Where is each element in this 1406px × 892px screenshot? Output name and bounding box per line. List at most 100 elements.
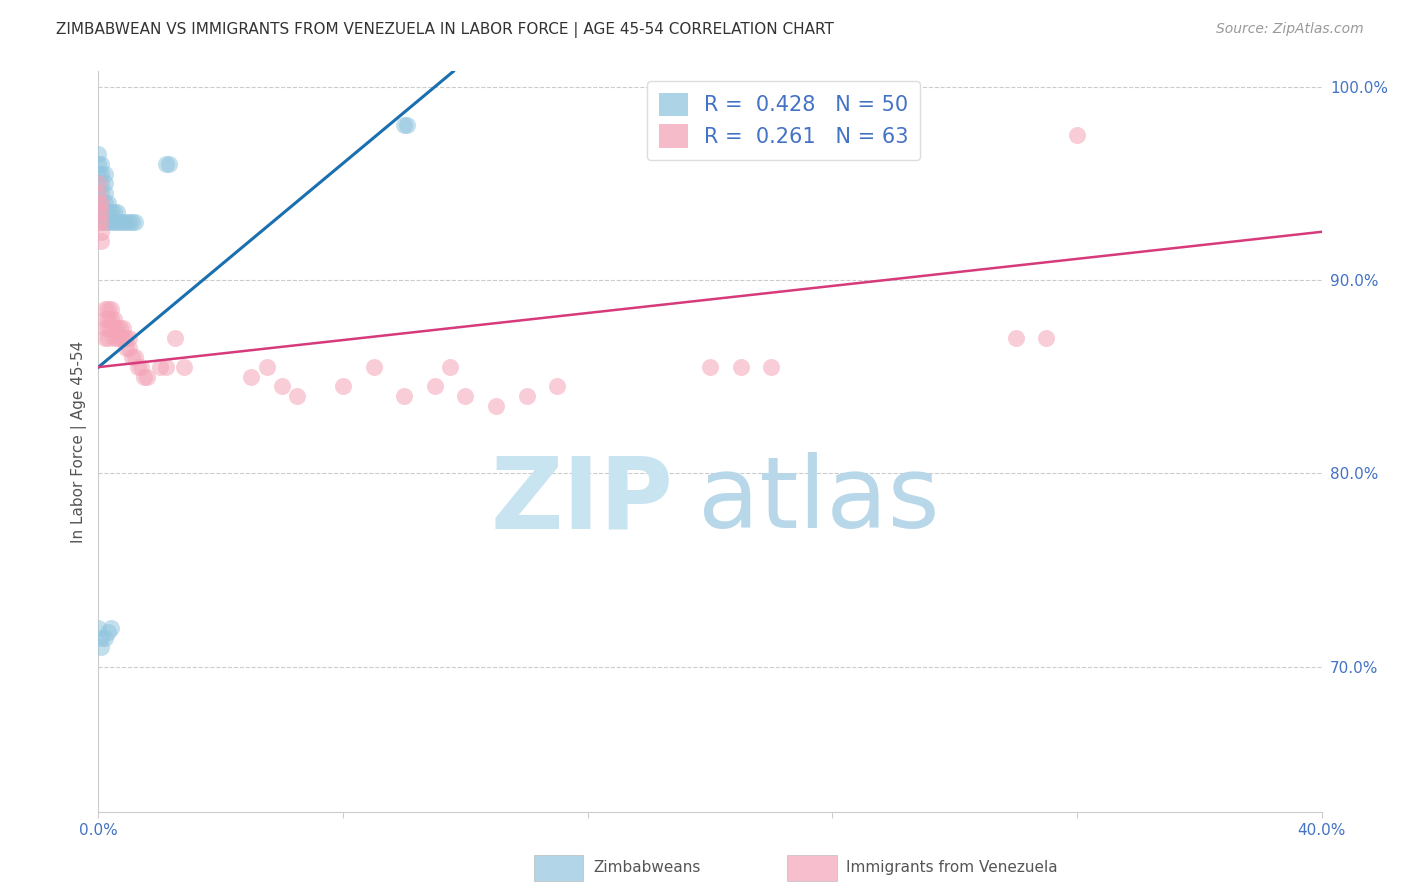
Point — [103, 311, 125, 326]
Point — [118, 215, 141, 229]
Point — [87, 195, 110, 210]
Point — [93, 215, 115, 229]
Point — [485, 399, 508, 413]
Point — [87, 205, 110, 219]
Point — [392, 389, 416, 403]
Point — [516, 389, 538, 403]
Point — [155, 157, 177, 171]
Legend: R =  0.428   N = 50, R =  0.261   N = 63: R = 0.428 N = 50, R = 0.261 N = 63 — [647, 81, 920, 160]
Point — [100, 311, 122, 326]
Point — [118, 341, 141, 355]
Point — [423, 379, 446, 393]
Point — [97, 624, 120, 639]
Point — [87, 205, 110, 219]
Point — [270, 379, 292, 393]
Y-axis label: In Labor Force | Age 45-54: In Labor Force | Age 45-54 — [72, 341, 87, 542]
Point — [87, 177, 110, 191]
Point — [759, 128, 782, 143]
Point — [100, 215, 122, 229]
Point — [93, 186, 115, 201]
Point — [90, 205, 112, 219]
Point — [90, 205, 112, 219]
Point — [121, 351, 143, 365]
Point — [87, 621, 110, 635]
Point — [105, 331, 128, 345]
Point — [157, 157, 180, 171]
Point — [100, 321, 122, 335]
Point — [396, 119, 419, 133]
Point — [93, 631, 115, 645]
Point — [97, 195, 120, 210]
Point — [93, 205, 115, 219]
Point — [97, 302, 120, 317]
Point — [93, 195, 115, 210]
Point — [121, 215, 143, 229]
Point — [129, 360, 152, 375]
Point — [108, 331, 131, 345]
Point — [124, 351, 146, 365]
Point — [285, 389, 308, 403]
Point — [1066, 128, 1088, 143]
Point — [87, 157, 110, 171]
Point — [105, 205, 128, 219]
Text: ZIMBABWEAN VS IMMIGRANTS FROM VENEZUELA IN LABOR FORCE | AGE 45-54 CORRELATION C: ZIMBABWEAN VS IMMIGRANTS FROM VENEZUELA … — [56, 22, 834, 38]
Point — [90, 195, 112, 210]
Point — [155, 360, 177, 375]
Point — [759, 360, 782, 375]
Point — [173, 360, 195, 375]
Point — [108, 321, 131, 335]
Text: atlas: atlas — [697, 452, 939, 549]
Point — [93, 167, 115, 181]
Point — [93, 331, 115, 345]
Point — [100, 302, 122, 317]
Point — [97, 205, 120, 219]
Point — [87, 215, 110, 229]
Point — [439, 360, 461, 375]
Point — [87, 186, 110, 201]
Point — [136, 369, 159, 384]
Point — [763, 128, 786, 143]
Point — [546, 379, 568, 393]
Point — [103, 331, 125, 345]
Point — [87, 186, 110, 201]
Point — [87, 177, 110, 191]
Point — [111, 331, 134, 345]
Point — [730, 360, 752, 375]
Point — [111, 321, 134, 335]
Text: ZIP: ZIP — [491, 452, 673, 549]
Point — [392, 119, 416, 133]
Point — [108, 215, 131, 229]
Text: Source: ZipAtlas.com: Source: ZipAtlas.com — [1216, 22, 1364, 37]
Point — [90, 225, 112, 239]
Point — [115, 331, 138, 345]
Point — [93, 321, 115, 335]
Point — [90, 235, 112, 249]
Point — [332, 379, 354, 393]
Text: Immigrants from Venezuela: Immigrants from Venezuela — [846, 861, 1059, 875]
Point — [163, 331, 186, 345]
Point — [124, 215, 146, 229]
Point — [87, 195, 110, 210]
Point — [111, 215, 134, 229]
Point — [90, 186, 112, 201]
Point — [105, 321, 128, 335]
Point — [97, 311, 120, 326]
Point — [454, 389, 477, 403]
Point — [97, 215, 120, 229]
Point — [105, 215, 128, 229]
Point — [240, 369, 263, 384]
Point — [93, 302, 115, 317]
Point — [90, 157, 112, 171]
Point — [115, 341, 138, 355]
Point — [1004, 331, 1026, 345]
Point — [87, 147, 110, 161]
Point — [103, 215, 125, 229]
Point — [90, 631, 112, 645]
Point — [363, 360, 385, 375]
Point — [90, 640, 112, 655]
Point — [118, 331, 141, 345]
Point — [97, 331, 120, 345]
Point — [149, 360, 172, 375]
Point — [1035, 331, 1057, 345]
Point — [90, 167, 112, 181]
